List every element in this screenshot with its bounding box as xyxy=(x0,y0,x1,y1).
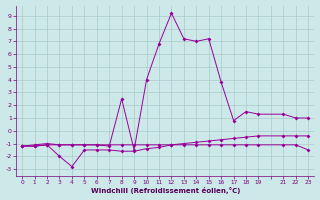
X-axis label: Windchill (Refroidissement éolien,°C): Windchill (Refroidissement éolien,°C) xyxy=(91,187,240,194)
